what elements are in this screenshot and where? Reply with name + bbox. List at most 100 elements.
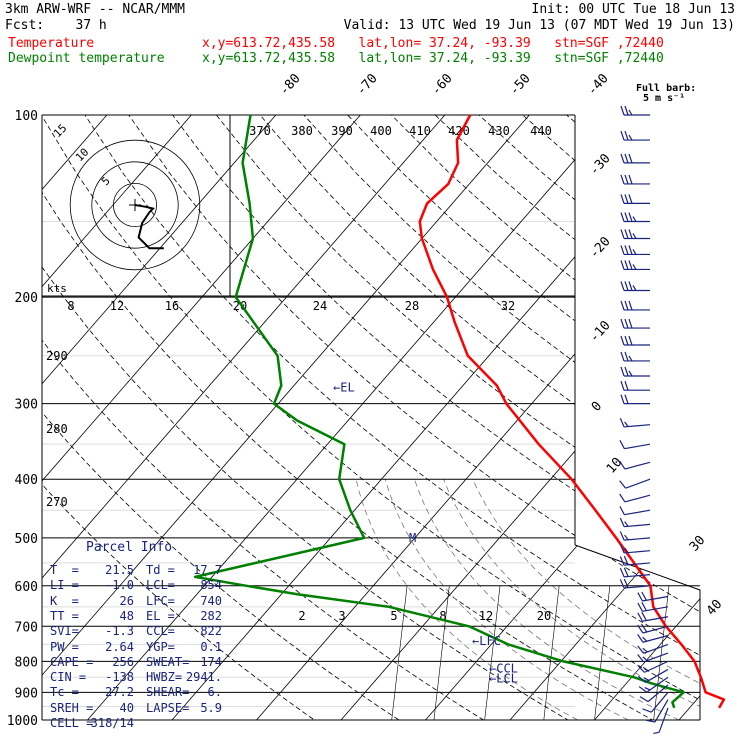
level-annotation: ←LCL [489, 672, 518, 686]
dry-adiabat-line [566, 115, 700, 720]
pressure-tick-label: 600 [15, 580, 38, 595]
wind-barb-flag [645, 719, 656, 723]
wind-barb [619, 544, 651, 554]
wind-barb-staff [644, 660, 669, 673]
wind-barb [642, 691, 669, 713]
wind-barb-flag [624, 394, 629, 404]
wind-barb-flag [628, 260, 633, 270]
wind-barb [620, 153, 650, 164]
wind-barb-flag [628, 134, 633, 141]
wind-barb-flag [628, 153, 633, 164]
wind-barb [620, 351, 650, 362]
isotherm-line [340, 115, 700, 720]
wind-barb [619, 531, 651, 541]
wind-barb [620, 105, 650, 116]
wind-barb [619, 517, 651, 528]
mixing-ratio-label: 3 [338, 609, 345, 623]
wind-barb-flag [628, 370, 633, 377]
wind-barb-flag [624, 229, 629, 239]
moist-adiabat-line [414, 479, 680, 720]
init-time: Init: 00 UTC Tue 18 Jun 13 [531, 2, 736, 17]
wind-barb-flag [620, 281, 625, 291]
parcel-row-c: LFC= [146, 593, 175, 608]
wind-barb-flag [628, 212, 633, 222]
wind-barb-flag [619, 556, 625, 566]
wind-barb-flag [632, 249, 637, 255]
wind-barb-flag [628, 335, 633, 346]
wind-barb [637, 652, 669, 663]
wind-barb-flag [637, 665, 645, 673]
parcel-row-c: LCL= [146, 578, 175, 593]
mixing-ratio-line [484, 585, 501, 720]
parcel-row-d: 6. [207, 685, 222, 700]
level-annotation: ←LFC [472, 634, 501, 648]
parcel-row-a: Tc = [50, 685, 79, 700]
wind-barb-staff [654, 699, 669, 723]
wind-barb-flag [619, 506, 625, 515]
pressure-tick-label: 500 [15, 532, 38, 547]
wind-barb [637, 668, 669, 683]
model-title: 3km ARW-WRF -- NCAR/MMM [5, 2, 186, 17]
parcel-row-d: 174 [200, 654, 222, 669]
wind-barb [620, 229, 650, 240]
parcel-row-d: 0.1 [200, 639, 222, 654]
theta-label: 410 [409, 124, 431, 138]
isotherm-label: 30 [687, 533, 709, 555]
wind-barb-flag [637, 592, 643, 602]
wind-barb-flag [639, 696, 649, 703]
parcel-row-b: -1.3 [105, 624, 134, 639]
wind-barb-staff [642, 625, 669, 634]
level-annotation: M [409, 531, 416, 545]
wind-barb-flag [628, 281, 633, 291]
wind-barb-flag [619, 480, 627, 489]
hodo-ring-5 [113, 182, 158, 227]
wind-barb-flag [624, 534, 629, 541]
hodo-unit-label: kts [47, 282, 67, 295]
wind-barb-flag [620, 300, 625, 311]
pressure-tick-label: 1000 [7, 714, 38, 729]
wind-barb-flag [624, 380, 629, 391]
wind-barb-flag [620, 394, 625, 404]
wind-barb [619, 567, 651, 578]
pressure-tick-label: 800 [15, 655, 38, 670]
parcel-row-d: 740 [200, 593, 222, 608]
wind-barb [620, 281, 650, 292]
wind-barb-flag [624, 281, 629, 291]
dry-adiabat-line [42, 115, 700, 720]
wind-barb [637, 611, 669, 622]
wind-barb [637, 623, 669, 634]
wind-barb [619, 440, 651, 450]
temperature-legend: Temperature [8, 36, 95, 51]
hodograph-trace [134, 204, 164, 250]
dry-adiabat-line [522, 115, 700, 720]
wind-barb-flag [637, 645, 645, 654]
barb-legend-title: Full barb: [636, 83, 697, 94]
isotherm-line [87, 115, 615, 720]
wind-barb [619, 493, 651, 503]
parcel-row-b: -138 [105, 670, 134, 685]
temperature-line [418, 114, 726, 709]
parcel-row-d: 17.7 [193, 563, 222, 577]
pressure-tick-label: 300 [15, 398, 38, 413]
wind-barb-flag [637, 654, 645, 663]
wind-barb-flag [624, 421, 629, 427]
wind-barb-flag [628, 174, 633, 185]
wind-barb [637, 660, 669, 673]
parcel-row-a: LI = [50, 578, 79, 593]
wind-barb-flag [620, 130, 625, 141]
hodo-ring-10 [91, 161, 179, 249]
wind-barb-flag [624, 351, 629, 362]
wind-barb-flag [619, 531, 625, 541]
wind-barb-flag [632, 216, 637, 222]
wind-barb-flag [620, 153, 625, 164]
wind-barb [645, 699, 669, 723]
mixing-ratio-line [391, 585, 408, 720]
theta-label: 390 [331, 124, 353, 138]
wind-barb-flag [624, 366, 629, 377]
parcel-row-a: TT = [50, 608, 79, 623]
mixing-ratio-lines [391, 585, 670, 720]
parcel-row-a: CELL = [50, 716, 94, 730]
wind-barb-flag [619, 440, 625, 449]
pressure-tick-label: 200 [15, 291, 38, 306]
